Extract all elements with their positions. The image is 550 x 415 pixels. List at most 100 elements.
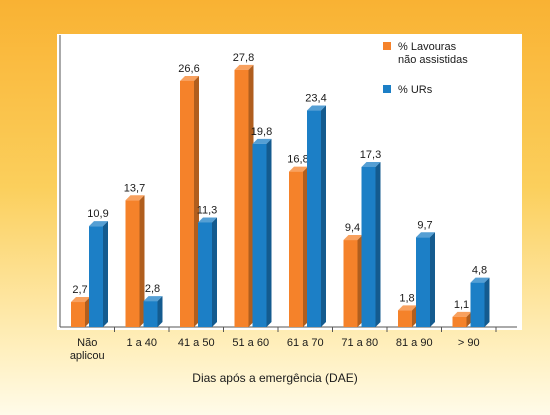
bar-urs xyxy=(470,277,490,327)
bar-side-face xyxy=(103,221,108,327)
bar-front-face xyxy=(398,310,412,327)
bar-top-face xyxy=(234,64,254,70)
x-tick-label: > 90 xyxy=(458,337,480,349)
bar-front-face xyxy=(198,222,212,327)
bar-lavouras xyxy=(71,297,90,327)
bar-side-face xyxy=(157,296,163,327)
bar-front-face xyxy=(234,69,249,327)
data-label: 2,8 xyxy=(145,283,160,295)
bar-lavouras xyxy=(234,64,254,327)
bar-top-face xyxy=(470,277,490,283)
bar-top-face xyxy=(307,105,326,111)
bar-top-face xyxy=(125,195,145,201)
data-label: 11,3 xyxy=(197,204,218,216)
bar-side-face xyxy=(139,195,145,327)
bar-front-face xyxy=(470,282,485,327)
data-label: 1,8 xyxy=(399,292,414,304)
bar-top-face xyxy=(180,75,199,81)
bar-lavouras xyxy=(289,166,308,327)
x-tick-label-line: 81 a 90 xyxy=(396,337,433,349)
bar-side-face xyxy=(430,232,435,327)
bar-front-face xyxy=(143,301,158,327)
data-label: 13,7 xyxy=(124,182,145,194)
bar-top-face xyxy=(71,297,90,303)
bar-front-face xyxy=(361,166,376,327)
bar-urs xyxy=(89,221,108,327)
bar-urs xyxy=(252,138,272,327)
bar-side-face xyxy=(212,217,217,327)
bar-side-face xyxy=(412,305,417,327)
bar-top-face xyxy=(252,138,272,144)
bar-lavouras xyxy=(125,195,145,327)
x-axis-title: Dias após a emergência (DAE) xyxy=(192,371,357,385)
x-tick-label-line: 51 a 60 xyxy=(232,337,269,349)
data-label: 1,1 xyxy=(454,299,469,311)
bar-front-face xyxy=(343,240,358,327)
bar-lavouras xyxy=(398,305,417,327)
legend-swatch xyxy=(383,85,391,93)
x-tick-label-line: 1 a 40 xyxy=(126,337,157,349)
bar-urs xyxy=(143,296,163,327)
legend-label: % URs xyxy=(398,84,433,96)
x-tick-label: 81 a 90 xyxy=(396,337,433,349)
legend-label-line: % Lavouras xyxy=(398,41,457,53)
bar-front-face xyxy=(307,110,321,327)
data-label: 16,8 xyxy=(287,154,308,166)
bar-side-face xyxy=(266,138,272,327)
data-label: 23,4 xyxy=(305,93,326,105)
bar-top-face xyxy=(198,217,217,223)
x-tick-label-line: > 90 xyxy=(458,337,480,349)
bar-front-face xyxy=(89,226,103,327)
bar-lavouras xyxy=(180,75,199,327)
x-tick-label: 1 a 40 xyxy=(126,337,157,349)
bar-urs xyxy=(416,232,435,327)
bar-front-face xyxy=(180,80,194,327)
bar-top-face xyxy=(89,221,108,227)
bar-side-face xyxy=(248,64,254,327)
bar-front-face xyxy=(289,171,303,327)
legend-label-line: % URs xyxy=(398,84,433,96)
bar-top-face xyxy=(398,305,417,311)
x-tick-label: 41 a 50 xyxy=(178,337,215,349)
x-tick-label: 71 a 80 xyxy=(341,337,378,349)
data-label: 2,7 xyxy=(72,284,87,296)
data-label: 9,4 xyxy=(345,222,360,234)
x-tick-label-line: aplicou xyxy=(70,350,105,362)
data-label: 9,7 xyxy=(417,219,432,231)
x-tick-label: 51 a 60 xyxy=(232,337,269,349)
bar-front-face xyxy=(125,200,140,327)
bar-side-face xyxy=(466,311,472,327)
x-tick-label-line: 71 a 80 xyxy=(341,337,378,349)
x-tick-label: 61 a 70 xyxy=(287,337,324,349)
bar-side-face xyxy=(357,235,363,327)
legend-swatch xyxy=(383,42,391,50)
bar-front-face xyxy=(452,316,467,327)
data-label: 17,3 xyxy=(360,149,381,161)
x-tick-label-line: 61 a 70 xyxy=(287,337,324,349)
bar-lavouras xyxy=(452,311,472,327)
x-tick-label: Não aplicou xyxy=(70,337,105,362)
bar-side-face xyxy=(484,277,490,327)
data-label: 19,8 xyxy=(251,126,272,138)
bar-top-face xyxy=(416,232,435,238)
bar-urs xyxy=(361,161,381,327)
bar-side-face xyxy=(375,161,381,327)
bar-side-face xyxy=(85,297,90,327)
bar-front-face xyxy=(71,302,85,327)
bar-urs xyxy=(198,217,217,327)
bar-front-face xyxy=(252,143,267,327)
bar-front-face xyxy=(416,237,430,327)
bar-side-face xyxy=(194,75,199,327)
x-tick-label-line: 41 a 50 xyxy=(178,337,215,349)
bar-top-face xyxy=(452,311,472,317)
bar-side-face xyxy=(321,105,326,327)
data-label: 4,8 xyxy=(472,265,487,277)
bar-top-face xyxy=(289,166,308,172)
bar-top-face xyxy=(143,296,163,302)
bar-side-face xyxy=(303,166,308,327)
bar-urs xyxy=(307,105,326,327)
data-label: 26,6 xyxy=(178,63,199,75)
data-label: 27,8 xyxy=(233,52,254,64)
